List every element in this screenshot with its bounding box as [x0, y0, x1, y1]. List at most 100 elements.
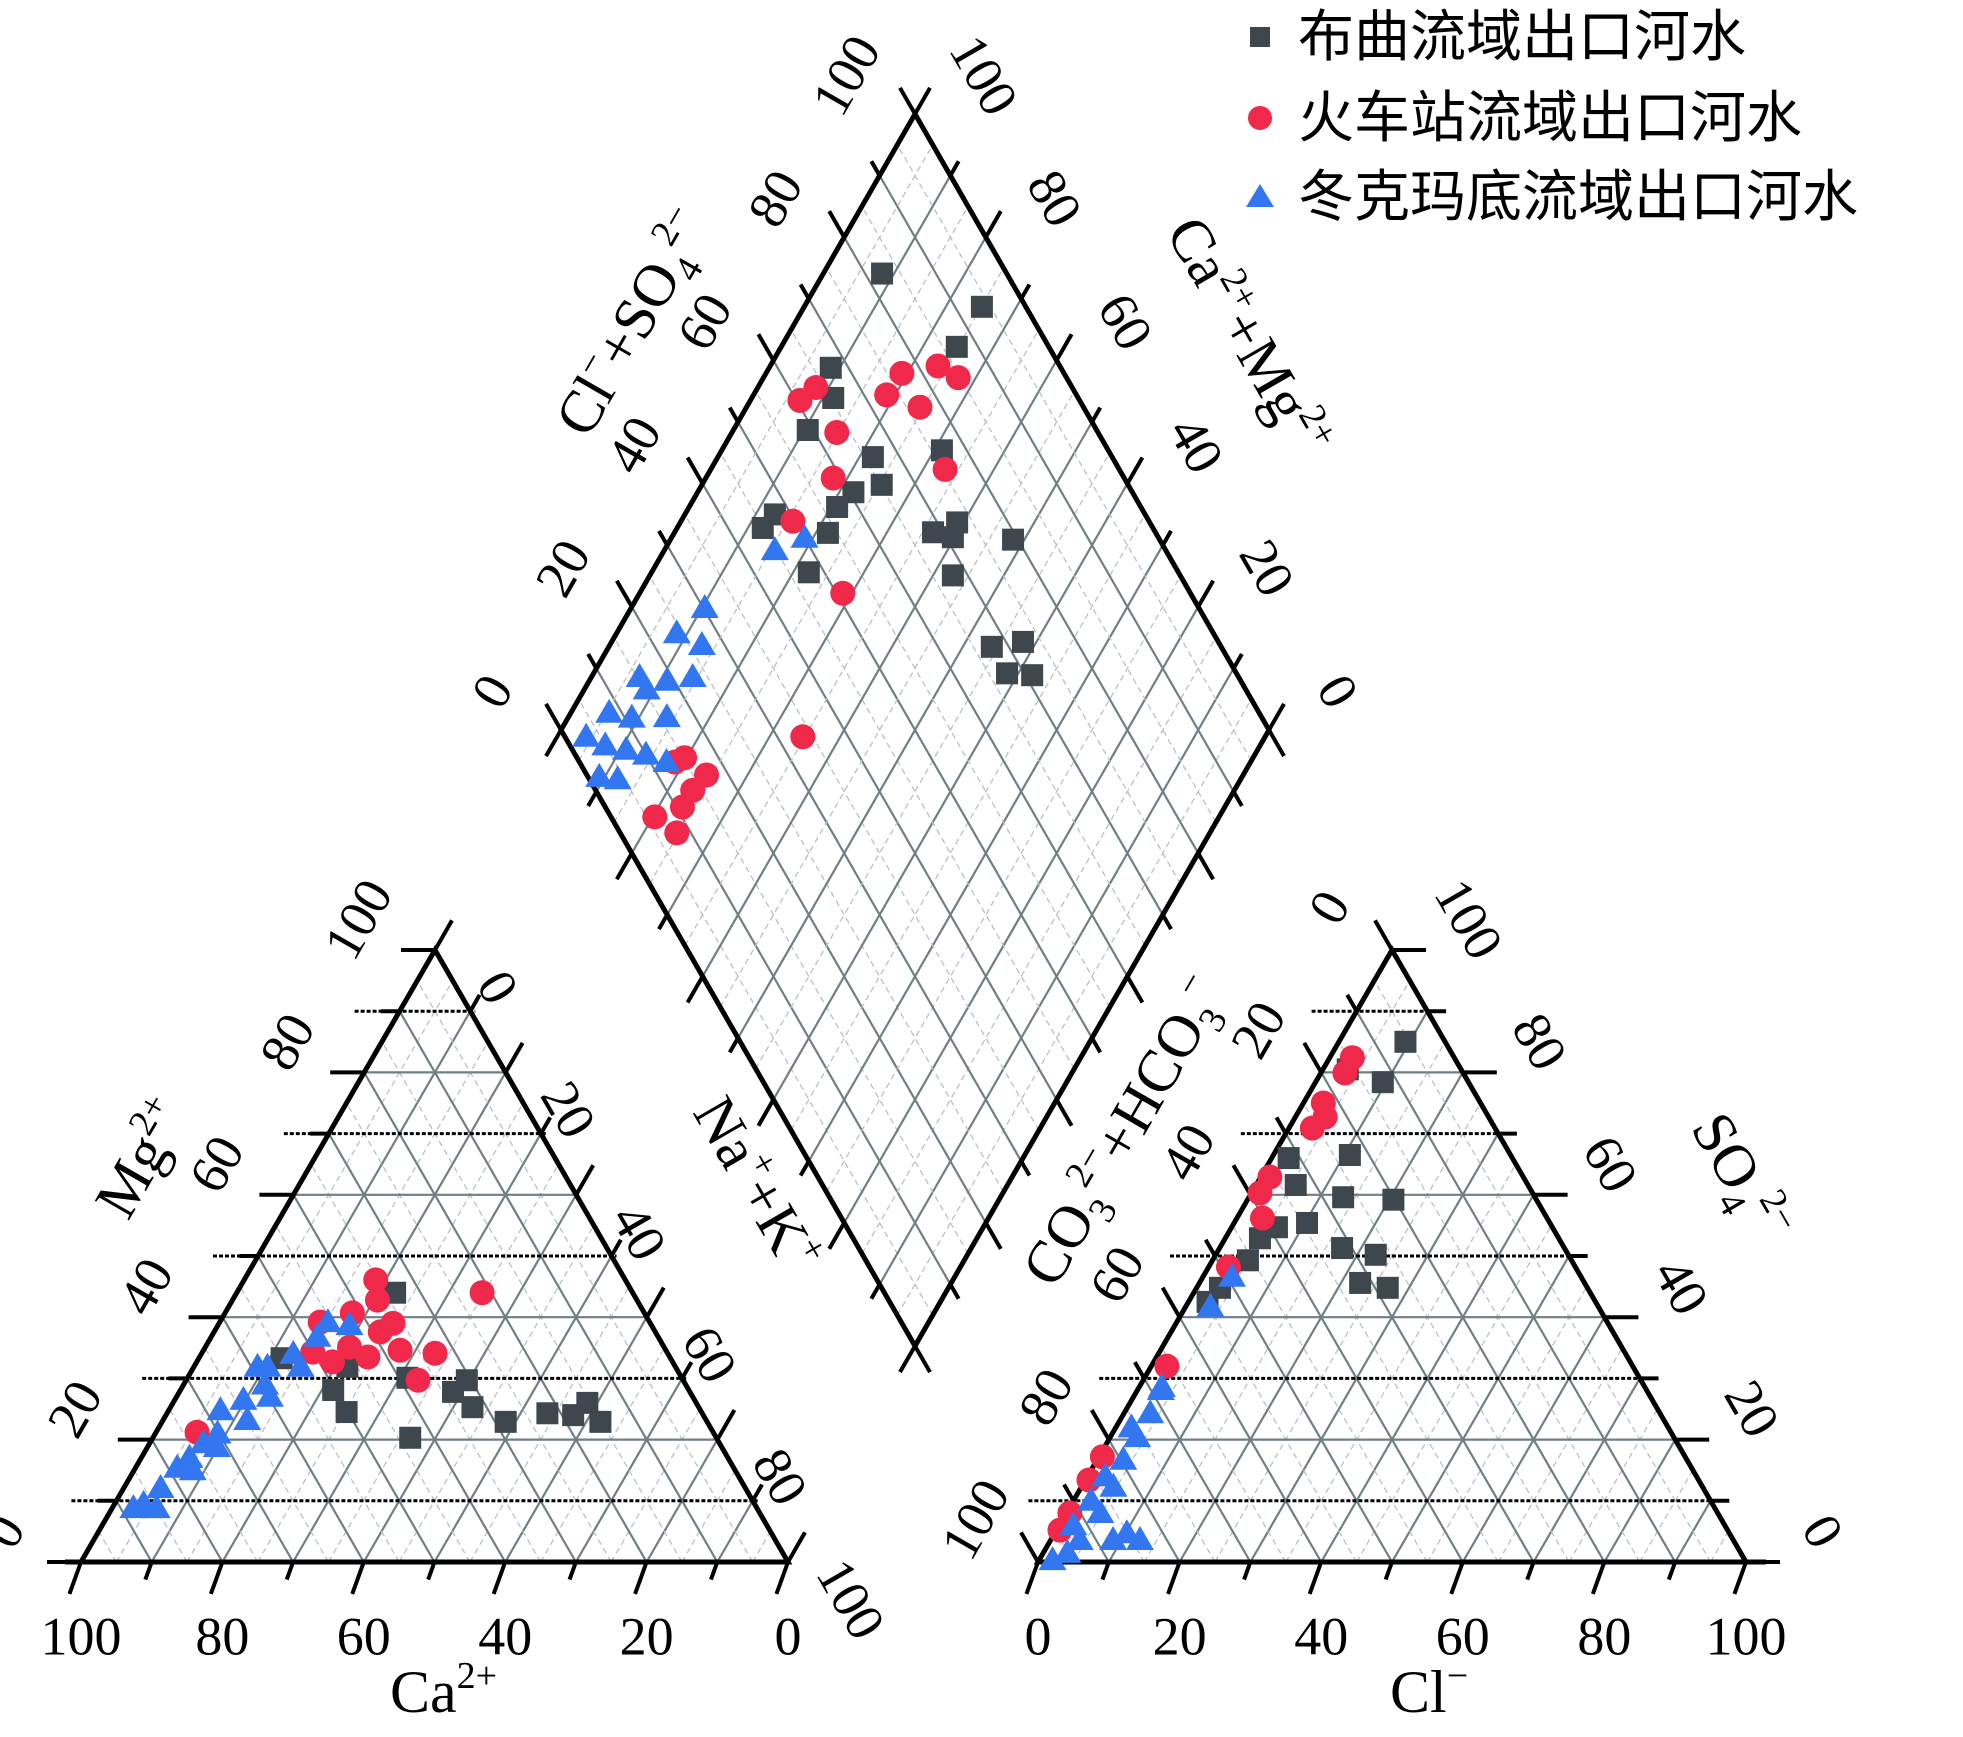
cation-bottom-tick-label: 40 — [478, 1606, 532, 1666]
cation-right-tick-label: 0 — [465, 961, 530, 1014]
diamond-point-square — [922, 521, 945, 544]
cation-left-tick-label: 100 — [312, 869, 404, 969]
diamond-lower-left-tick — [728, 1037, 740, 1054]
diamond-point-square — [751, 516, 774, 539]
cation-point-circle — [367, 1319, 393, 1345]
cation-bottom-tick — [143, 1561, 154, 1581]
diamond-point-triangle — [631, 740, 660, 765]
legend-label-1: 火车站流域出口河水 — [1298, 86, 1802, 151]
anion-point-square — [1236, 1249, 1259, 1272]
diamond-right-tick-label: 100 — [938, 25, 1030, 125]
anion-point-square — [1349, 1271, 1372, 1294]
anion-grid-line — [1196, 1286, 1358, 1563]
anion-grid-line — [1143, 1041, 1446, 1563]
anion-bottom-tick — [1100, 1561, 1111, 1581]
diamond-point-circle — [803, 375, 829, 401]
anion-grid-line — [1497, 1347, 1623, 1563]
diamond-left-tick — [756, 333, 776, 362]
diamond-right-tick — [1054, 333, 1074, 362]
cation-right-tick — [645, 1286, 666, 1319]
anion-grid-line — [1161, 1347, 1287, 1563]
anion-point-triangle — [1217, 1262, 1246, 1287]
cation-point-square — [335, 1401, 358, 1424]
cation-grid-line — [398, 1010, 719, 1563]
diamond-right-tick — [913, 86, 932, 115]
diamond-left-tick-label: 0 — [459, 665, 524, 718]
diamond-point-triangle — [678, 663, 707, 688]
cation-left-tick-label: 40 — [106, 1248, 185, 1325]
cation-point-square — [576, 1391, 599, 1414]
anion-bottom-tick-label: 80 — [1577, 1606, 1631, 1666]
cation-bottom-tick — [208, 1561, 225, 1595]
anion-grid-line — [1373, 980, 1712, 1563]
diamond-point-square — [1021, 664, 1044, 687]
cation-grid-line — [292, 1133, 542, 1563]
diamond-lower-right-tick — [1019, 1160, 1032, 1177]
cation-grid-line — [275, 1225, 471, 1563]
diamond-right-tick — [1125, 456, 1145, 485]
diamond-point-circle — [889, 360, 915, 386]
anion-point-triangle — [1146, 1376, 1175, 1401]
cation-bottom-tick — [426, 1561, 437, 1581]
diamond-point-square — [930, 439, 953, 462]
diamond-grid-line — [878, 175, 1235, 793]
grid-layer — [71, 144, 1729, 1563]
diamond-point-triangle — [653, 666, 682, 691]
diamond-lower-left-tick — [586, 790, 599, 807]
diamond-point-square — [941, 564, 964, 587]
cation-bottom-tick — [567, 1561, 578, 1581]
diamond-lower-left-tick — [657, 913, 669, 931]
cation-grid-line — [416, 980, 754, 1563]
anion-point-triangle — [1136, 1399, 1165, 1424]
diamond-grid-line — [790, 329, 1146, 946]
diamond-point-circle — [945, 365, 971, 391]
diamond-right-tick — [1196, 579, 1215, 608]
diamond-grid-line — [896, 144, 1252, 762]
anion-bottom-tick — [1525, 1561, 1536, 1581]
cation-bottom-tick — [284, 1561, 295, 1581]
cation-grid-line — [204, 1347, 330, 1563]
diamond-point-circle — [669, 794, 695, 820]
diamond-right-tick-label: 60 — [1086, 283, 1165, 360]
diamond-point-square — [945, 335, 968, 358]
cation-bottom-tick-label: 100 — [41, 1606, 122, 1666]
cation-grid-line — [345, 1102, 612, 1563]
anion-grid-line — [1232, 1225, 1428, 1563]
anion-left-tick — [1345, 993, 1359, 1013]
diamond-right-tick — [1019, 283, 1032, 300]
diamond-lower-right-tick — [1267, 729, 1286, 758]
diamond-point-square — [871, 262, 894, 285]
anion-grid-line — [1568, 1408, 1659, 1563]
diamond-point-square — [819, 356, 842, 379]
anion-point-square — [1338, 1144, 1361, 1167]
anion-point-triangle — [1109, 1445, 1138, 1470]
diamond-left-tick — [544, 702, 563, 731]
diamond-grid-line — [666, 298, 1023, 916]
diamond-point-square — [796, 419, 819, 442]
diamond-point-triangle — [687, 630, 716, 655]
anion-bottom-tick-label: 20 — [1153, 1606, 1207, 1666]
anion-point-circle — [1154, 1353, 1180, 1379]
anion-point-circle — [1249, 1205, 1275, 1231]
diamond-right-tick — [1231, 653, 1244, 670]
anion-grid-line — [1391, 1255, 1570, 1563]
legend-marker-triangle — [1246, 184, 1274, 207]
diamond-right-tick-label: 0 — [1305, 665, 1370, 718]
diamond-right-tick-label: 80 — [1015, 160, 1094, 237]
diamond-lower-left-tick — [544, 729, 563, 758]
diamond-grid-line — [684, 329, 1040, 946]
diamond-lower-left-tick — [869, 1283, 882, 1300]
anion-point-triangle — [1038, 1546, 1067, 1571]
diamond-lower-right-tick — [1090, 1037, 1102, 1054]
cation-point-triangle — [175, 1443, 204, 1468]
cation-point-triangle — [203, 1419, 232, 1444]
anion-bottom-tick — [1449, 1561, 1465, 1595]
anion-point-square — [1371, 1071, 1394, 1094]
diamond-left-tick-label: 80 — [736, 160, 815, 237]
cation-right-tick — [786, 1531, 807, 1563]
anion-point-triangle — [1065, 1525, 1094, 1550]
anion-right-tick-label: 80 — [1500, 1003, 1579, 1080]
diamond-left-tick — [657, 529, 669, 547]
anion-point-square — [1364, 1243, 1387, 1266]
